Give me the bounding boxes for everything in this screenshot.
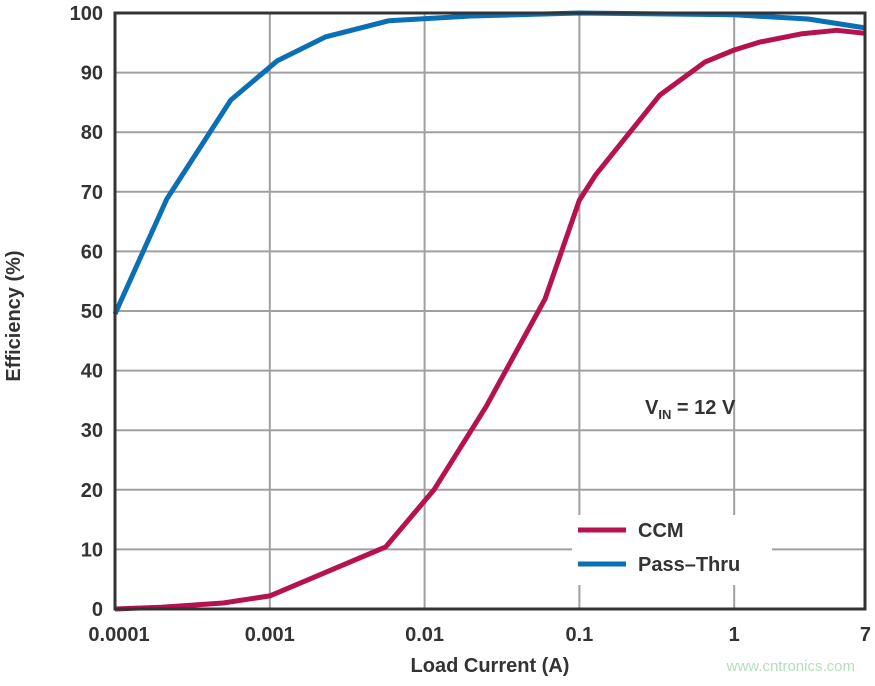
y-tick-label: 100: [70, 3, 103, 25]
vin-annotation: VIN = 12 V: [645, 397, 736, 422]
y-tick-label: 30: [81, 420, 103, 442]
y-tick-label: 60: [81, 241, 103, 263]
series-line-ccm: [114, 27, 866, 612]
y-tick-label: 80: [81, 122, 103, 144]
vin-sub: IN: [658, 407, 671, 422]
y-tick-label: 20: [81, 480, 103, 502]
y-axis-label: Efficiency (%): [3, 250, 25, 381]
watermark: www.cntronics.com: [726, 658, 855, 675]
x-tick-label: 0.0001: [88, 624, 149, 646]
x-tick-label: 0.1: [565, 624, 593, 646]
y-tick-labels: 0 10 20 30 40 50 60 70 80 90 100: [70, 3, 103, 621]
plot-frame: [113, 11, 867, 611]
y-tick-label: 10: [81, 539, 103, 561]
y-tick-label: 90: [81, 63, 103, 85]
x-tick-label: 0.01: [405, 624, 444, 646]
legend-background: [572, 515, 772, 585]
y-tick-label: 0: [92, 599, 103, 621]
vin-value: = 12 V: [671, 397, 736, 419]
x-tick-label: 1: [729, 624, 740, 646]
x-tick-label: 7: [860, 624, 871, 646]
series-lines: [112, 10, 866, 612]
series-line-pass-thru: [112, 10, 866, 316]
y-tick-label: 70: [81, 182, 103, 204]
y-tick-label: 40: [81, 361, 103, 383]
x-tick-labels: 0.0001 0.001 0.01 0.1 1 7: [88, 624, 871, 646]
y-tick-label: 50: [81, 301, 103, 323]
legend: CCM Pass–Thru: [572, 515, 772, 585]
legend-label-pass-thru: Pass–Thru: [638, 554, 740, 576]
x-tick-label: 0.001: [245, 624, 295, 646]
vin-v: V: [645, 397, 659, 419]
legend-label-ccm: CCM: [638, 520, 684, 542]
x-axis-label: Load Current (A): [411, 655, 570, 677]
